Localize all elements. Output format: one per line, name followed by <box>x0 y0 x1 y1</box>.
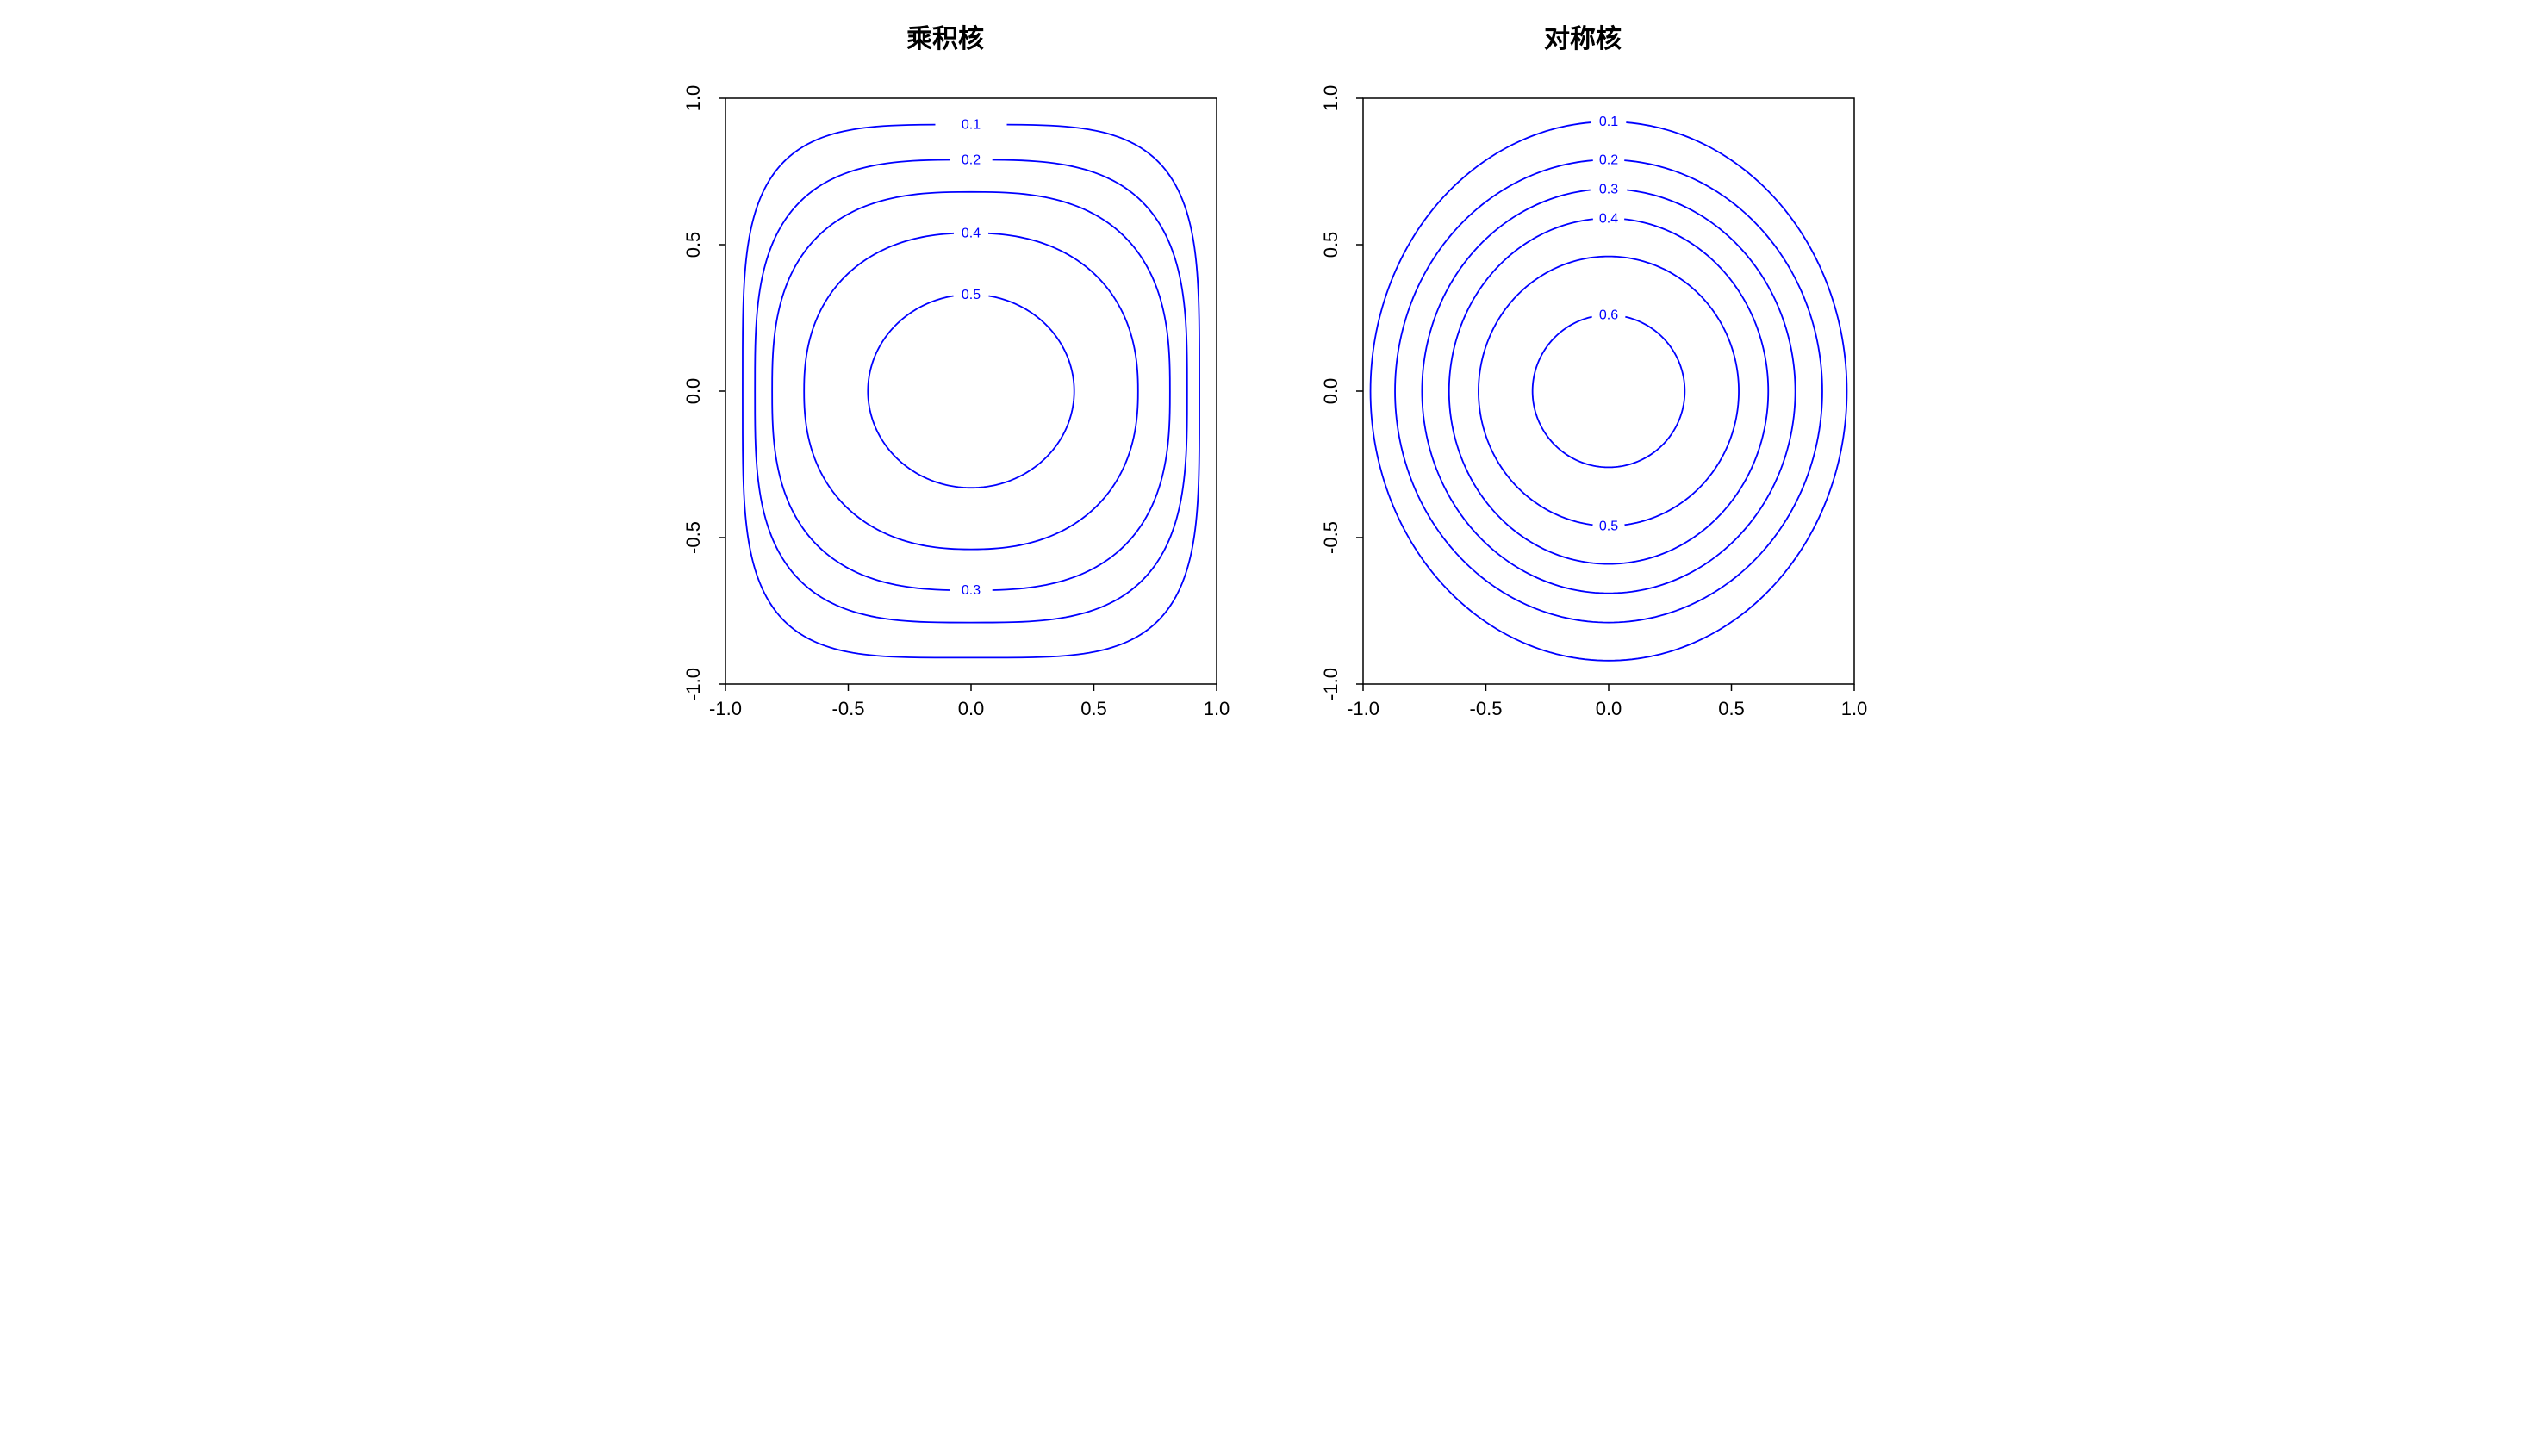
svg-text:0.5: 0.5 <box>1080 698 1107 719</box>
svg-text:0.5: 0.5 <box>1320 232 1342 258</box>
right-plot: -1.0 -0.5 0.0 0.5 1.0 -1.0 -0.5 0.0 0.5 1.0 0.1 0.2… <box>1281 81 1884 753</box>
svg-text:0.4: 0.4 <box>962 226 981 240</box>
right-contour-chart: -1.0 -0.5 0.0 0.5 1.0 -1.0 -0.5 0.0 0.5 1.0 0.1 0.2… <box>1281 81 1884 753</box>
right-panel: 对称核 -1.0 -0.5 0.0 0.5 1.0 -1.0 -0.5 0.0 0.5 1.0 0.… <box>1281 17 1884 753</box>
svg-text:0.1: 0.1 <box>962 118 981 133</box>
left-panel-title: 乘积核 <box>906 17 984 55</box>
svg-text:1.0: 1.0 <box>682 85 704 112</box>
svg-text:0.0: 0.0 <box>1596 698 1622 719</box>
svg-text:1.0: 1.0 <box>1204 698 1230 719</box>
svg-text:0.2: 0.2 <box>962 152 981 167</box>
svg-text:0.3: 0.3 <box>962 583 981 598</box>
svg-text:-0.5: -0.5 <box>1320 521 1342 554</box>
svg-text:1.0: 1.0 <box>1320 85 1342 112</box>
svg-text:-1.0: -1.0 <box>1347 698 1379 719</box>
svg-text:0.6: 0.6 <box>1599 308 1618 323</box>
svg-text:0.0: 0.0 <box>682 378 704 405</box>
left-contour-chart: -1.0 -0.5 0.0 0.5 1.0 -1.0 -0.5 0.0 0.5 1.0 0.1 0.2… <box>644 81 1247 753</box>
svg-text:0.1: 0.1 <box>1599 115 1618 129</box>
svg-text:0.2: 0.2 <box>1599 152 1618 167</box>
svg-text:0.0: 0.0 <box>1320 378 1342 405</box>
figure-container: 乘积核 -1.0 -0.5 0.0 0.5 1.0 -1.0 -0.5 0.0 0.5 1.0 0.… <box>0 0 2528 770</box>
svg-text:-1.0: -1.0 <box>1320 668 1342 700</box>
right-panel-title: 对称核 <box>1544 17 1622 55</box>
svg-text:0.3: 0.3 <box>1599 182 1618 196</box>
svg-text:-0.5: -0.5 <box>832 698 865 719</box>
svg-text:-1.0: -1.0 <box>709 698 742 719</box>
svg-text:0.5: 0.5 <box>962 288 981 302</box>
svg-text:0.0: 0.0 <box>958 698 985 719</box>
left-panel: 乘积核 -1.0 -0.5 0.0 0.5 1.0 -1.0 -0.5 0.0 0.5 1.0 0.… <box>644 17 1247 753</box>
svg-text:-0.5: -0.5 <box>682 521 704 554</box>
left-plot: -1.0 -0.5 0.0 0.5 1.0 -1.0 -0.5 0.0 0.5 1.0 0.1 0.2… <box>644 81 1247 753</box>
svg-text:0.5: 0.5 <box>1718 698 1745 719</box>
svg-text:0.4: 0.4 <box>1599 211 1618 226</box>
svg-text:-1.0: -1.0 <box>682 668 704 700</box>
svg-text:0.5: 0.5 <box>682 232 704 258</box>
svg-text:1.0: 1.0 <box>1841 698 1868 719</box>
svg-text:0.5: 0.5 <box>1599 519 1618 533</box>
svg-text:-0.5: -0.5 <box>1470 698 1503 719</box>
